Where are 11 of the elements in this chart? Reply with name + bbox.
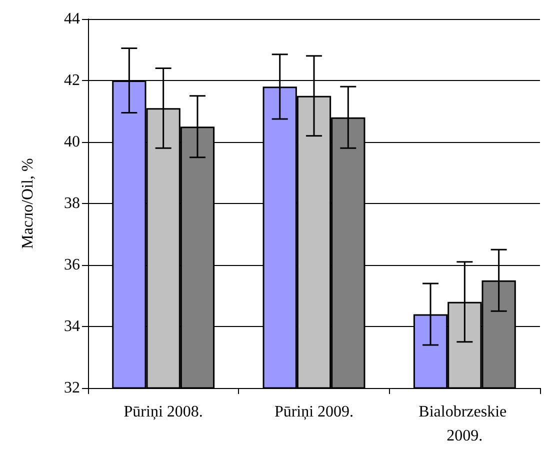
x-tick-label: Bialobrzeskie 2009. — [418, 404, 511, 444]
y-axis-title: Масло/Oil, % — [20, 158, 36, 249]
x-tick-label: Pūriņi 2009. — [274, 404, 354, 420]
y-tick-label: 38 — [64, 195, 80, 212]
y-tick-label: 44 — [64, 10, 80, 28]
x-tick-label: Pūriņi 2008. — [124, 404, 203, 420]
y-tick-label: 34 — [64, 318, 80, 335]
y-tick-label: 36 — [64, 256, 80, 274]
y-tick-label: 42 — [64, 72, 80, 89]
y-tick-label: 32 — [64, 380, 80, 396]
y-tick-label: 40 — [64, 134, 80, 150]
